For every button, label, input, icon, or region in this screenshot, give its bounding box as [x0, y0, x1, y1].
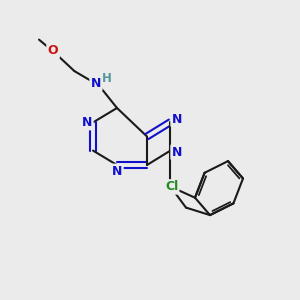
Text: H: H [102, 71, 111, 85]
Text: N: N [82, 116, 92, 129]
Text: O: O [48, 44, 58, 58]
Text: N: N [91, 76, 101, 90]
Text: N: N [172, 146, 182, 159]
Text: N: N [112, 165, 122, 178]
Text: Cl: Cl [165, 180, 178, 194]
Text: N: N [172, 112, 182, 126]
